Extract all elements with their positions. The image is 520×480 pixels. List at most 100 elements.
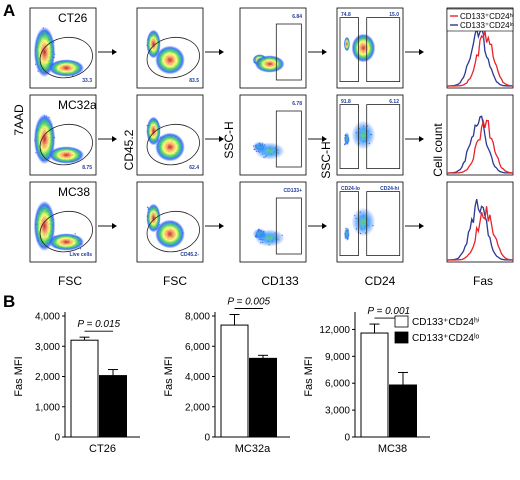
gate-value: 74.8	[341, 12, 351, 18]
c1-x-label: FSC	[58, 274, 82, 288]
density-core	[146, 29, 161, 59]
gate-outline	[146, 210, 200, 253]
event-dot	[74, 233, 76, 235]
plot-frame	[239, 94, 307, 176]
y-tick-label: 0	[54, 433, 60, 444]
gate-outline	[339, 191, 359, 257]
bar-1	[389, 384, 417, 438]
density-core	[155, 132, 185, 162]
y-tick-label: 3,000	[325, 406, 350, 417]
flow-arrowhead	[419, 136, 424, 142]
row-name: CT26	[58, 11, 88, 25]
c4-x-label: CD24	[365, 274, 396, 288]
flow-arrowhead	[219, 223, 224, 229]
gate-outline	[339, 17, 359, 83]
histogram-cd24hi	[447, 206, 514, 261]
legend-swatch-lo	[394, 331, 409, 344]
c3-x-label: CD133	[261, 274, 299, 288]
flow-arrowhead	[112, 223, 117, 229]
density-core	[343, 226, 350, 242]
panel-a-letter: A	[3, 1, 15, 20]
y-tick-label: 4,000	[35, 312, 60, 323]
gate-value: Live cells	[69, 252, 92, 258]
x-axis-label: MC38	[378, 443, 407, 455]
flow-plot-r1-c4	[446, 94, 514, 176]
density-core	[254, 142, 285, 160]
gate-value: 33.3	[82, 78, 92, 84]
flow-arrowhead	[322, 136, 327, 142]
legend-label-hi: CD133⁺CD24ʰⁱ	[412, 317, 480, 328]
histogram-cd24lo	[447, 115, 513, 174]
x-axis-label: CT26	[89, 443, 116, 455]
flow-plot-r1-c0: 8.75	[29, 94, 117, 176]
c2-x-label: FSC	[163, 274, 187, 288]
c3-y-label: SSC-H	[222, 121, 236, 158]
gate-outline	[146, 36, 200, 79]
flow-plot-r2-c2: CD133+	[239, 181, 327, 263]
c5-x-label: Fas	[473, 274, 493, 288]
bar-chart-2: 0 3,000 6,000 9,000 12,000 Fas MFI MC38 P = 0.0…	[303, 306, 430, 455]
plot-frame	[239, 181, 307, 263]
flow-arrowhead	[322, 49, 327, 55]
gate-outline	[275, 110, 302, 168]
density-core	[343, 36, 350, 52]
event-dot	[79, 248, 82, 250]
flow-plot-r2-c1: CD45.2-	[136, 181, 224, 263]
flow-plot-r0-c1: 83.5	[136, 7, 224, 89]
p-value: P = 0.001	[367, 306, 410, 317]
flow-plot-r2-c3: CD24-lo CD24-hi	[336, 181, 424, 263]
gate-value: 6.12	[389, 99, 399, 105]
c2-y-label: CD45.2	[122, 129, 136, 170]
p-value: P = 0.015	[77, 319, 120, 330]
gate-value: CD24-hi	[380, 186, 400, 192]
legend-label-lo: CD133⁺CD24ˡᵒ	[412, 333, 480, 344]
legend-label: CD133⁺CD24ʰⁱ	[460, 12, 514, 21]
gate-value: CD24-lo	[341, 186, 360, 192]
gate-value: CD45.2-	[180, 252, 199, 258]
gate-value: CD133+	[284, 188, 303, 194]
histogram-cd24hi	[447, 118, 514, 174]
density-core	[343, 131, 350, 147]
panel-b-letter: B	[3, 292, 15, 311]
gate-outline	[275, 23, 302, 81]
c1-y-label: 7AAD	[12, 104, 26, 136]
gate-outline	[146, 123, 200, 166]
density-core	[155, 219, 185, 249]
flow-arrowhead	[419, 223, 424, 229]
density-core	[33, 113, 56, 165]
bar-0	[360, 332, 389, 438]
y-tick-label: 3,000	[35, 342, 60, 353]
gate-outline	[339, 104, 359, 169]
flow-arrowhead	[219, 49, 224, 55]
gate-outline	[366, 104, 401, 169]
y-axis-label: Fas MFI	[163, 356, 175, 396]
gate-value: 6.84	[292, 14, 302, 20]
density-core	[48, 146, 85, 164]
density-core	[48, 59, 85, 77]
y-axis-label: Fas MFI	[303, 356, 315, 396]
gate-outline	[275, 197, 302, 255]
density-core	[254, 55, 285, 73]
bar-chart-1: 0 2,000 4,000 6,000 8,000 Fas MFI MC32a P = 0.0…	[163, 296, 290, 455]
bar-0	[70, 339, 99, 438]
flow-plot-r0-c3: 74.8 15.0	[336, 7, 424, 89]
p-value: P = 0.005	[227, 296, 270, 307]
density-core	[155, 45, 185, 75]
row-name: MC38	[58, 185, 90, 199]
flow-arrowhead	[219, 136, 224, 142]
bar-charts: 0 1,000 2,000 3,000 4,000 Fas MFI CT26 P = 0.01…	[13, 296, 430, 455]
legend-label: CD133⁺CD24ˡᵒ	[460, 21, 514, 30]
legend-box	[446, 8, 514, 32]
gate-outline	[366, 17, 401, 83]
density-core	[33, 200, 56, 252]
flow-arrowhead	[112, 136, 117, 142]
density-core	[351, 207, 376, 237]
gate-value: 91.8	[341, 99, 351, 105]
density-core	[254, 229, 285, 247]
y-tick-label: 12,000	[319, 325, 350, 336]
density-core	[351, 33, 376, 63]
y-axis-label: Fas MFI	[13, 356, 25, 396]
density-core	[33, 26, 56, 78]
density-core	[146, 203, 161, 233]
y-tick-label: 9,000	[325, 352, 350, 363]
